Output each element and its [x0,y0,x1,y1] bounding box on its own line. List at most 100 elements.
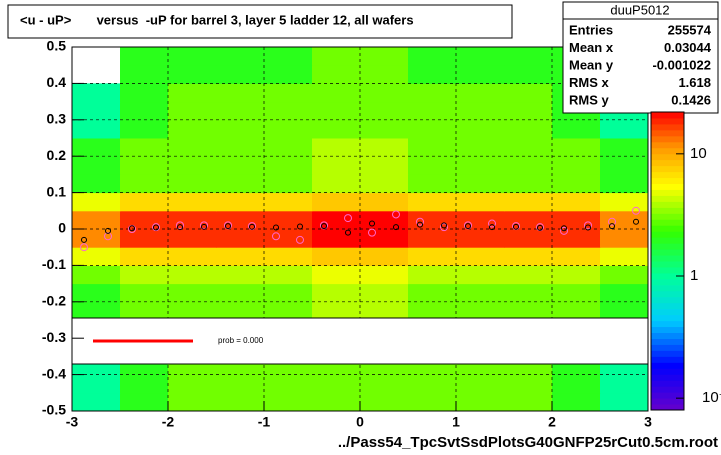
heatmap-cell [552,301,601,321]
heatmap-cell [264,229,313,248]
heatmap-cell [264,101,313,121]
heatmap-cell [264,138,313,157]
heatmap-cell [120,174,169,194]
colorbar-segment [651,404,684,411]
heatmap-cell [408,247,457,266]
heatmap-cell [360,156,409,175]
profile-point [489,224,495,231]
profile-point [105,227,111,234]
heatmap-cell [408,192,457,212]
colorbar-segment [651,326,684,334]
profile-point [560,226,568,235]
heatmap-cell [360,283,409,303]
heatmap-cell [216,47,265,66]
heatmap-cell [600,119,649,139]
heatmap-cell [600,301,649,321]
heatmap-cell [504,301,553,321]
heatmap-cell [168,101,217,121]
heatmap-cell [360,138,409,157]
x-tick-label: 2 [548,414,556,430]
heatmap-cell [456,210,505,230]
profile-point [369,220,375,227]
heatmap-cell [312,283,361,303]
heatmap-cell [408,47,457,66]
heatmap-cell [360,210,409,230]
heatmap-cell [504,265,553,285]
profile-point [513,223,519,230]
heatmap-cell [216,210,265,230]
profile-point [585,224,591,231]
heatmap-cell [216,119,265,139]
colorbar-segment [651,123,684,131]
profile-point [296,235,304,244]
heatmap-cell [120,101,169,121]
profile-point [488,219,496,228]
heatmap-cell [312,229,361,248]
colorbar-segment [651,344,684,351]
heatmap-cell [72,265,121,285]
heatmap-cell [312,65,361,84]
heatmap-cell [312,374,361,394]
heatmap-cell [456,119,505,139]
profile-point [440,223,448,232]
heatmap-cell [408,138,457,157]
x-tick-label: -1 [258,414,271,430]
heatmap-cell [72,374,121,394]
heatmap-cell [72,247,121,266]
colorbar-segment [651,219,684,226]
heatmap-cell [72,192,121,212]
y-tick-label: -0.5 [42,402,66,418]
colorbar-segment [651,362,684,369]
heatmap-cell [120,65,169,84]
heatmap-cell [168,138,217,157]
heatmap-cell [216,65,265,84]
heatmap-cell [600,192,649,212]
heatmap-cell [456,65,505,84]
heatmap-cell [312,138,361,157]
profile-point [249,223,255,230]
colorbar-segment [651,237,684,244]
heatmap-cell [72,138,121,157]
colorbar-segment [651,141,684,149]
heatmap-cell [600,229,649,248]
heatmap-cell [504,65,553,84]
profile-point [81,236,87,243]
x-tick-label: 3 [644,414,652,430]
colorbar-segment [651,112,684,119]
colorbar-segment [651,207,684,214]
heatmap-cell [312,247,361,266]
heatmap-cell [360,174,409,194]
heatmap-cell [312,83,361,103]
heatmap-cell [360,101,409,121]
colorbar-segment [651,338,684,345]
heatmap-cell [168,192,217,212]
heatmap-cell [552,283,601,303]
colorbar-segment [651,201,684,208]
heatmap-cell [360,65,409,84]
heatmap-cell [264,65,313,84]
colorbar-segment [651,243,684,250]
chart-title: <u - uP> versus -uP for barrel 3, layer … [20,12,414,27]
colorbar-segment [651,195,684,202]
profile-point [272,232,280,241]
y-tick-label: 0.5 [47,38,67,54]
colorbar-segment [651,302,684,310]
heatmap-cell [216,301,265,321]
colorbar-segment [651,117,684,125]
x-tick-label: -3 [66,414,79,430]
heatmap-cell [504,374,553,394]
heatmap-cell [216,247,265,266]
heatmap-cell [360,265,409,285]
heatmap-cell [552,192,601,212]
heatmap-cell [72,229,121,248]
heatmap-cell [456,229,505,248]
colorbar-segment [651,165,684,173]
colorbar-segment [651,320,684,328]
profile-point [608,217,616,226]
y-tick-label: 0.1 [47,183,67,199]
heatmap-cell [264,83,313,103]
heatmap-cell [504,392,553,412]
heatmap-cell [264,392,313,412]
stats-label: Entries [569,22,613,37]
